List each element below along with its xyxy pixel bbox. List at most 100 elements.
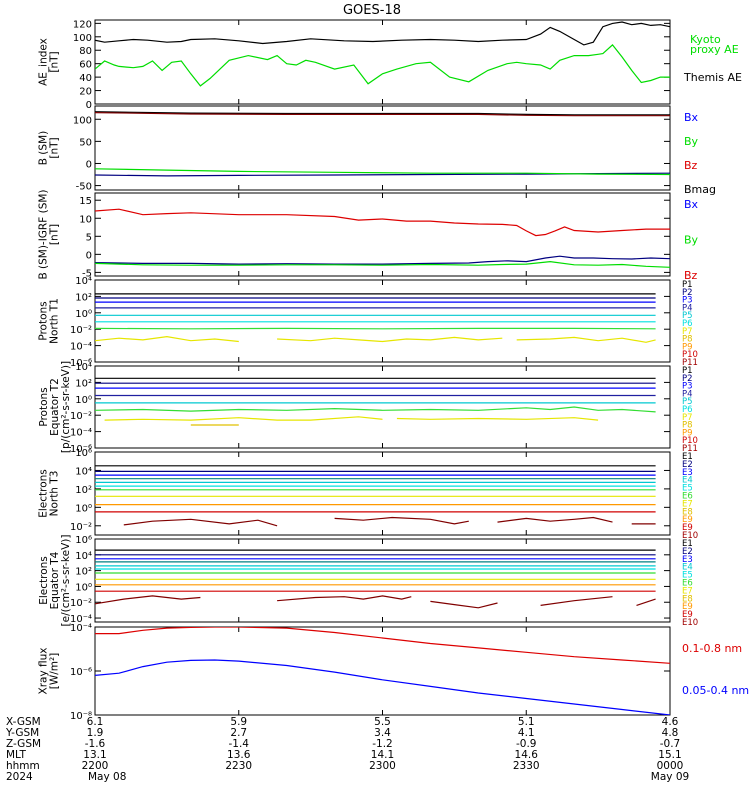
y-tick-label: 10² [75, 485, 92, 496]
legend-entry: P5 [682, 311, 693, 321]
y-tick-label: 10⁻⁶ [70, 667, 92, 678]
y-tick-label: 10⁻⁶ [70, 444, 92, 455]
footer-row-label: X-GSM [6, 716, 41, 728]
y-tick-label: 10⁻² [70, 411, 92, 422]
plot-title: GOES-18 [343, 3, 401, 18]
y-axis-label: Electrons [38, 556, 50, 605]
footer-value: May 08 [88, 771, 126, 783]
y-axis-label: B (SM)-IGRF (SM) [38, 189, 50, 279]
y-tick-label: 10⁶ [75, 535, 92, 546]
footer-value: 3.4 [374, 727, 391, 739]
legend-entry: 0.1-0.8 nm [682, 642, 742, 655]
footer-value: 5.5 [374, 716, 391, 728]
footer-value: 14.1 [371, 749, 394, 761]
footer-value: 2.7 [230, 727, 247, 739]
y-tick-label: 10⁰ [75, 503, 92, 514]
y-tick-label: 0 [86, 159, 92, 170]
series-p6 [95, 406, 656, 413]
y-axis-label: [nT] [49, 137, 61, 158]
y-tick-label: 15 [79, 196, 92, 207]
footer-row-label: Z-GSM [6, 738, 41, 750]
panel-frame [94, 19, 671, 105]
series-p8 [95, 335, 239, 343]
y-tick-label: 10⁻⁸ [70, 711, 92, 722]
legend-entry: E10 [682, 531, 698, 541]
y-axis-label: Protons [38, 387, 50, 426]
legend-entry: P10 [682, 436, 698, 446]
y-tick-label: 60 [79, 60, 92, 71]
legend-entry: E2 [682, 460, 693, 470]
legend-entry: P7 [682, 327, 693, 337]
footer-value: 13.6 [227, 749, 251, 761]
panel-bdiff: -5 0 5 10 15 B (SM)-IGRF (SM) [nT] Bx By Bz [38, 189, 699, 282]
y-tick-label: 10⁻² [70, 325, 92, 336]
y-tick-label: 10⁶ [75, 448, 92, 459]
footer-value: 4.1 [518, 727, 535, 739]
legend-entry: By [684, 234, 699, 247]
y-axis-label: Protons [38, 301, 50, 340]
y-tick-label: 80 [79, 46, 92, 57]
footer-row-label: hhmm [6, 760, 40, 772]
series-themis-ae [95, 21, 670, 46]
footer-value: 4.6 [662, 716, 679, 728]
series-e10c [430, 600, 498, 609]
footer-value: 4.8 [662, 727, 679, 739]
legend-entry: Bx [684, 198, 699, 211]
legend-entry: E2 [682, 547, 693, 557]
y-tick-label: 5 [86, 232, 92, 243]
legend-entry: P11 [682, 358, 698, 368]
y-tick-label: 0 [86, 100, 92, 111]
footer-value: 2300 [369, 760, 396, 772]
legend-entry: P4 [682, 389, 693, 399]
y-axis-label: B (SM) [38, 131, 50, 165]
footer-value: 13.1 [83, 749, 106, 761]
footer-value: 2230 [225, 760, 252, 772]
legend-entry: E9 [682, 515, 693, 525]
series-e10b [334, 516, 469, 525]
legend-entry: P9 [682, 342, 693, 352]
legend-entry: P1 [682, 280, 693, 290]
legend-entry: E4 [682, 563, 693, 573]
legend-entry: E5 [682, 484, 693, 494]
series-p7b [396, 417, 599, 421]
y-axis-label: [W/m²] [49, 653, 61, 690]
footer-value: 5.1 [518, 716, 535, 728]
y-tick-label: 10⁻⁴ [70, 623, 92, 634]
series-e10a [95, 595, 201, 605]
legend-entry: E8 [682, 507, 693, 517]
series-bmag [95, 111, 670, 116]
legend-entry: E1 [682, 452, 693, 462]
y-tick-label: 10⁰ [75, 582, 92, 593]
y-tick-label: 10⁴ [75, 466, 92, 477]
series-0-1-0-8-nm [95, 627, 670, 664]
legend-entry: E5 [682, 571, 693, 581]
legend-entry: P2 [682, 374, 693, 384]
series-e10b [277, 595, 412, 602]
legend-entry: P11 [682, 444, 698, 454]
y-tick-label: 10⁻⁴ [70, 428, 92, 439]
y-tick-label: 10² [75, 567, 92, 578]
series-e10c [497, 516, 613, 523]
legend-entry: E9 [682, 523, 693, 533]
legend-entry: P9 [682, 428, 693, 438]
y-tick-label: 10⁰ [75, 395, 92, 406]
series-p8c [516, 336, 656, 343]
footer-value: -1.4 [229, 738, 250, 750]
footer-value: 1.9 [87, 727, 104, 739]
panel-frame [94, 626, 671, 716]
footer-value: 0000 [657, 760, 684, 772]
footer-value: May 09 [651, 771, 689, 783]
legend-entry: Bmag [684, 183, 716, 196]
series-p8b [277, 336, 503, 343]
series-bz [95, 208, 670, 237]
y-axis-label: North T1 [49, 298, 61, 344]
legend-entry: Bz [684, 269, 698, 282]
y-tick-label: 10⁰ [75, 309, 92, 320]
legend-entry: P8 [682, 335, 693, 345]
y-tick-label: 10 [79, 214, 92, 225]
legend-entry: E7 [682, 586, 693, 596]
legend-entry: E6 [682, 492, 693, 502]
series-e10d [540, 596, 613, 606]
